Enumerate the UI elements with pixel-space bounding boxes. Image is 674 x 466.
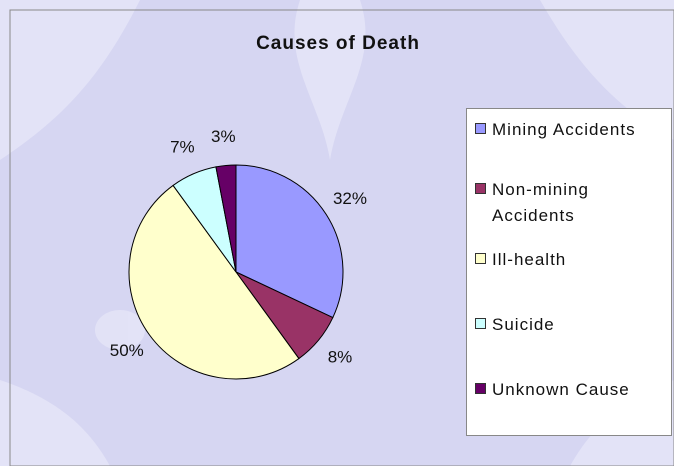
legend-swatch bbox=[475, 183, 486, 194]
data-label: 8% bbox=[328, 348, 353, 367]
data-label: 50% bbox=[110, 341, 144, 360]
legend-item: Non-mining Accidents bbox=[475, 177, 671, 229]
legend-label: Mining Accidents bbox=[492, 117, 668, 143]
chart-title: Causes of Death bbox=[256, 33, 420, 54]
legend-item: Ill-health bbox=[475, 247, 671, 273]
data-label: 3% bbox=[211, 127, 236, 146]
legend-label: Non-mining Accidents bbox=[492, 177, 668, 229]
legend: Mining Accidents Non-mining Accidents Ill-… bbox=[466, 108, 672, 436]
chart-page: Causes of Death 32% 8% 50% 7% 3% Mining Acci… bbox=[0, 0, 674, 466]
legend-label: Suicide bbox=[492, 312, 668, 338]
data-label: 32% bbox=[333, 189, 367, 208]
legend-swatch bbox=[475, 123, 486, 134]
legend-item: Suicide bbox=[475, 312, 671, 338]
legend-swatch bbox=[475, 253, 486, 264]
legend-swatch bbox=[475, 318, 486, 329]
legend-label: Ill-health bbox=[492, 247, 668, 273]
legend-item: Mining Accidents bbox=[475, 117, 671, 143]
pie bbox=[129, 165, 343, 379]
legend-swatch bbox=[475, 383, 486, 394]
legend-label: Unknown Cause bbox=[492, 377, 668, 403]
legend-item: Unknown Cause bbox=[475, 377, 671, 403]
data-label: 7% bbox=[170, 138, 195, 157]
